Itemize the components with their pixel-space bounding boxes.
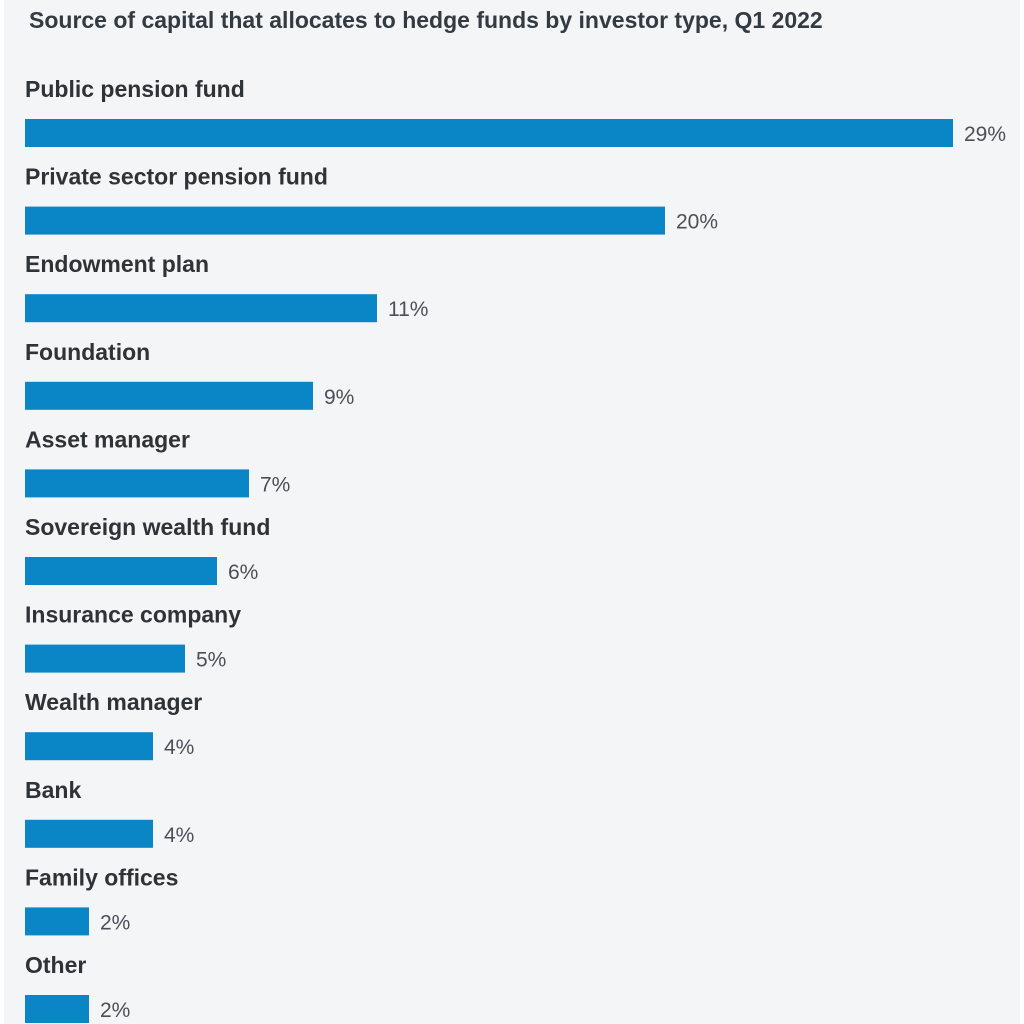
category-label: Endowment plan (25, 251, 209, 277)
value-label: 9% (324, 386, 354, 409)
value-label: 11% (388, 298, 428, 321)
bar (25, 469, 249, 498)
value-label: 7% (260, 473, 290, 496)
bar (25, 819, 153, 848)
bar (25, 732, 153, 761)
value-label: 4% (164, 736, 194, 759)
value-label: 5% (196, 649, 226, 672)
chart-panel: Source of capital that allocates to hedg… (4, 0, 1020, 1024)
bar (25, 995, 89, 1023)
value-label: 29% (964, 123, 1006, 146)
category-label: Private sector pension fund (25, 164, 328, 190)
bar (25, 644, 185, 673)
category-label: Asset manager (25, 426, 190, 452)
value-label: 6% (228, 561, 258, 584)
category-label: Other (25, 952, 86, 978)
category-label: Bank (25, 777, 81, 803)
category-label: Public pension fund (25, 76, 245, 102)
value-label: 2% (100, 911, 130, 934)
value-label: 4% (164, 824, 194, 847)
bar (25, 381, 313, 410)
category-label: Wealth manager (25, 689, 202, 715)
bar (25, 119, 953, 147)
category-label: Family offices (25, 864, 178, 890)
category-label: Sovereign wealth fund (25, 514, 270, 540)
bar (25, 557, 217, 585)
value-label: 20% (676, 211, 718, 234)
category-label: Foundation (25, 339, 150, 365)
chart-title: Source of capital that allocates to hedg… (29, 7, 823, 33)
bar (25, 206, 665, 235)
bar (25, 294, 377, 323)
value-label: 2% (100, 999, 130, 1022)
bar (25, 907, 89, 936)
category-label: Insurance company (25, 602, 241, 628)
